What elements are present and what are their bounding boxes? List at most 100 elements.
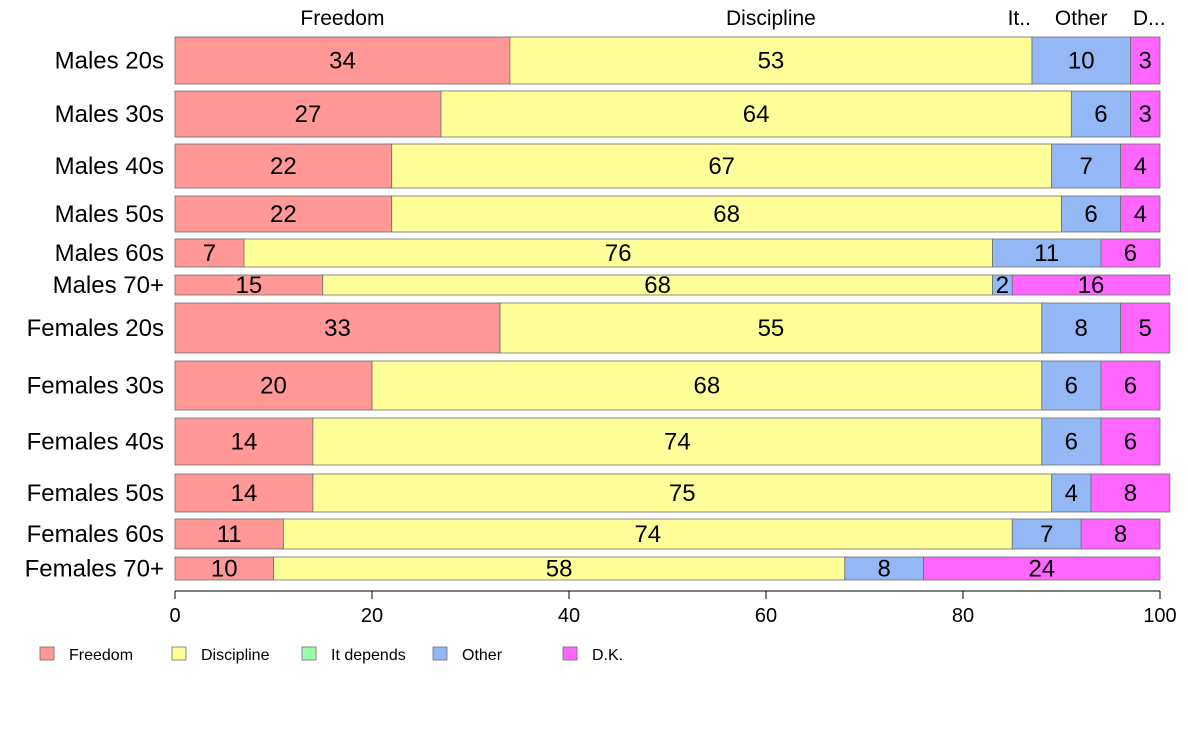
data-label: 6 [1065,429,1078,456]
data-label: 33 [324,315,351,342]
legend-label: D.K. [592,647,623,664]
bar-row-males-30s: Males 30s 27 64 6 3 [55,90,1161,138]
x-tick-label: 0 [169,605,180,627]
bar-segment-d-k [923,556,1161,581]
data-label: 6 [1124,429,1137,456]
data-label: 68 [644,272,671,299]
category-label: Males 60s [55,240,164,267]
bar-segment-freedom [174,473,314,513]
bar-segment-freedom [174,36,511,85]
data-label: 8 [1124,480,1137,507]
data-label: 67 [708,153,735,180]
legend-item-discipline: Discipline [171,646,270,664]
bar-row-females-50s: Females 50s 14 75 4 8 [27,473,1171,513]
data-label: 4 [1065,480,1078,507]
category-label: Males 50s [55,201,164,228]
legend-item-d-k: D.K. [562,646,623,664]
category-label: Females 30s [27,373,164,400]
x-tick-label: 80 [952,605,974,627]
legend-item-freedom: Freedom [39,646,133,664]
bar-segment-d-k [1120,302,1171,354]
data-label: 3 [1139,48,1152,75]
data-label: 6 [1094,101,1107,128]
bar-row-males-60s: Males 60s 7 76 11 6 [55,238,1161,268]
legend-label: It depends [331,647,406,664]
bar-segment-other [1041,417,1102,466]
data-label: 8 [1114,521,1127,548]
data-label: 22 [270,153,297,180]
category-label: Males 30s [55,101,164,128]
data-label: 6 [1084,201,1097,228]
top-labels: Freedom Discipline It.. Other D... [300,7,1165,30]
data-label: 74 [634,521,661,548]
bar-segment-discipline [312,417,1043,466]
bar-segment-d-k [1130,36,1161,85]
data-label: 6 [1065,373,1078,400]
legend-label: Other [462,647,503,664]
bar-segment-discipline [243,238,993,268]
category-label: Males 40s [55,153,164,180]
bar-row-males-70plus: Males 70+ 15 68 2 16 [53,272,1171,299]
data-label: 5 [1139,315,1152,342]
legend-label: Freedom [69,647,133,664]
bar-segment-freedom [174,238,245,268]
category-label: Females 60s [27,521,164,548]
data-label: 7 [203,240,216,267]
bar-segment-freedom [174,518,284,550]
data-label: 34 [329,48,356,75]
x-tick-label: 40 [558,605,580,627]
data-label: 15 [236,272,263,299]
bar-segment-d-k [1100,360,1161,411]
data-label: 22 [270,201,297,228]
category-label: Females 50s [27,480,164,507]
data-label: 7 [1040,521,1053,548]
data-label: 75 [669,480,696,507]
data-label: 14 [231,429,258,456]
data-label: 6 [1124,240,1137,267]
data-label: 53 [758,48,785,75]
data-label: 6 [1124,373,1137,400]
top-category-label: D... [1133,7,1166,30]
bar-row-females-60s: Females 60s 11 74 7 8 [27,518,1161,550]
bar-segment-d-k [1120,143,1161,189]
data-label: 58 [546,556,573,583]
bar-segment-other [1051,473,1092,513]
bar-segment-other [1041,360,1102,411]
data-label: 10 [1068,48,1095,75]
bar-segment-freedom [174,143,393,189]
bar-row-females-40s: Females 40s 14 74 6 6 [27,417,1161,466]
data-label: 8 [878,556,891,583]
data-label: 55 [758,315,785,342]
category-label: Males 70+ [53,272,164,299]
legend-label: Discipline [201,647,270,664]
data-label: 10 [211,556,238,583]
data-label: 7 [1079,153,1092,180]
data-label: 11 [1034,240,1059,267]
data-label: 68 [713,201,740,228]
bar-segment-discipline [509,36,1033,85]
bar-segment-freedom [174,195,393,233]
legend-swatch [171,646,187,661]
data-label: 64 [743,101,770,128]
bar-segment-d-k [1130,90,1161,138]
data-label: 3 [1139,101,1152,128]
bar-segment-discipline [391,143,1053,189]
data-label: 68 [694,373,721,400]
category-label: Males 20s [55,48,164,75]
data-label: 11 [217,521,242,548]
bar-segment-other [1031,36,1131,85]
bar-segment-other [1070,90,1131,138]
bar-segment-d-k [1090,473,1171,513]
bar-row-females-70plus: Females 70+ 10 58 8 24 [25,556,1161,583]
category-label: Females 20s [27,315,164,342]
bar-row-males-50s: Males 50s 22 68 6 4 [55,195,1161,233]
bar-segment-discipline [499,302,1043,354]
bar-segment-discipline [440,90,1072,138]
data-label: 14 [231,480,258,507]
data-label: 27 [295,101,322,128]
top-category-label: Discipline [726,7,816,30]
bar-row-males-20s: Males 20s 34 53 10 3 [55,36,1161,85]
bar-segment-discipline [282,518,1013,550]
